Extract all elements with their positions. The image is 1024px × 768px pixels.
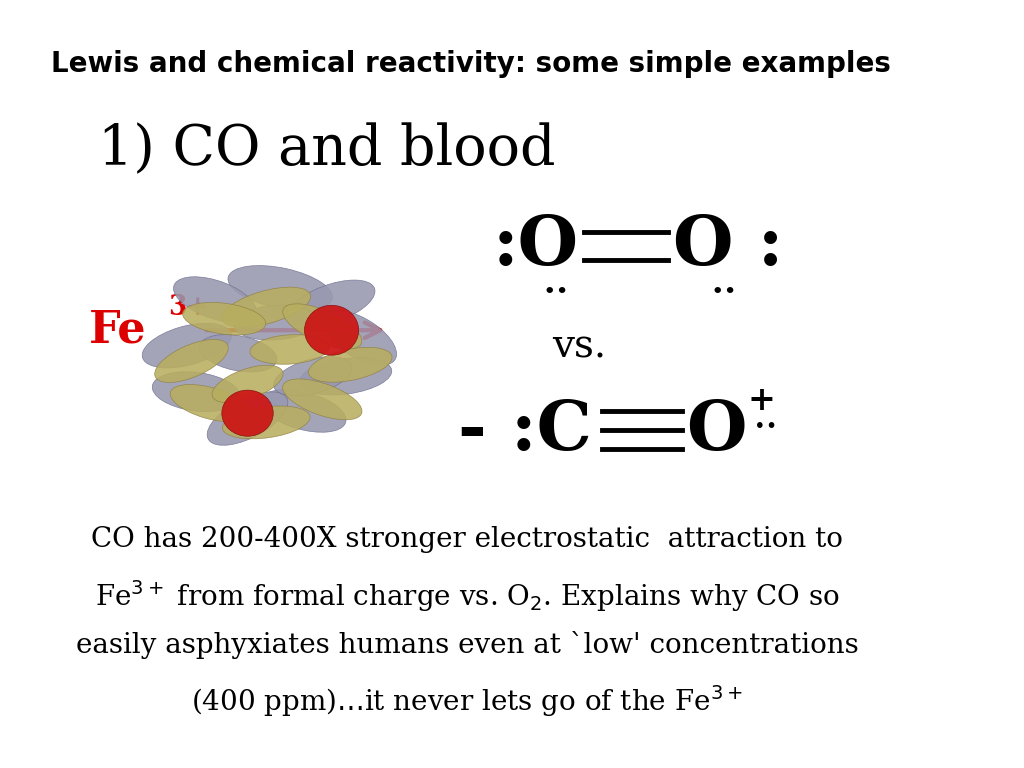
Ellipse shape xyxy=(299,358,392,395)
Text: ••: •• xyxy=(711,282,737,302)
Ellipse shape xyxy=(212,366,283,402)
Ellipse shape xyxy=(308,347,392,382)
Text: ••: •• xyxy=(754,417,777,435)
Text: O: O xyxy=(686,396,748,464)
Ellipse shape xyxy=(200,335,276,372)
Ellipse shape xyxy=(173,276,256,323)
Ellipse shape xyxy=(250,335,329,364)
Ellipse shape xyxy=(323,310,396,366)
Text: +: + xyxy=(748,385,775,417)
Ellipse shape xyxy=(283,379,362,420)
Text: easily asphyxiates humans even at `low' concentrations: easily asphyxiates humans even at `low' … xyxy=(76,631,858,658)
Text: O :: O : xyxy=(673,212,783,280)
Ellipse shape xyxy=(222,390,273,436)
Text: 3+: 3+ xyxy=(168,293,209,321)
Ellipse shape xyxy=(170,385,250,422)
Ellipse shape xyxy=(273,356,352,396)
Ellipse shape xyxy=(261,389,346,432)
Text: vs.: vs. xyxy=(552,329,606,366)
Ellipse shape xyxy=(207,392,288,445)
Text: (400 ppm)$\ldots$it never lets go of the Fe$^{3+}$: (400 ppm)$\ldots$it never lets go of the… xyxy=(191,683,742,719)
Ellipse shape xyxy=(288,280,375,326)
Ellipse shape xyxy=(233,305,317,340)
Text: CO has 200-400X stronger electrostatic  attraction to: CO has 200-400X stronger electrostatic a… xyxy=(91,526,843,553)
Text: Fe: Fe xyxy=(89,309,146,352)
Text: Lewis and chemical reactivity: some simple examples: Lewis and chemical reactivity: some simp… xyxy=(51,50,891,78)
Text: ••: •• xyxy=(543,282,569,302)
Ellipse shape xyxy=(142,323,231,368)
Text: :O: :O xyxy=(493,212,580,280)
Ellipse shape xyxy=(283,304,361,349)
Ellipse shape xyxy=(155,339,228,382)
Ellipse shape xyxy=(222,406,310,439)
Ellipse shape xyxy=(304,305,358,355)
Text: - :C: - :C xyxy=(458,396,592,464)
Ellipse shape xyxy=(228,266,333,310)
Ellipse shape xyxy=(153,372,240,412)
Text: Fe$^{3+}$ from formal charge vs. O$_2$. Explains why CO so: Fe$^{3+}$ from formal charge vs. O$_2$. … xyxy=(94,578,840,614)
Ellipse shape xyxy=(222,287,310,327)
Text: 1) CO and blood: 1) CO and blood xyxy=(98,123,556,177)
Ellipse shape xyxy=(182,303,265,335)
